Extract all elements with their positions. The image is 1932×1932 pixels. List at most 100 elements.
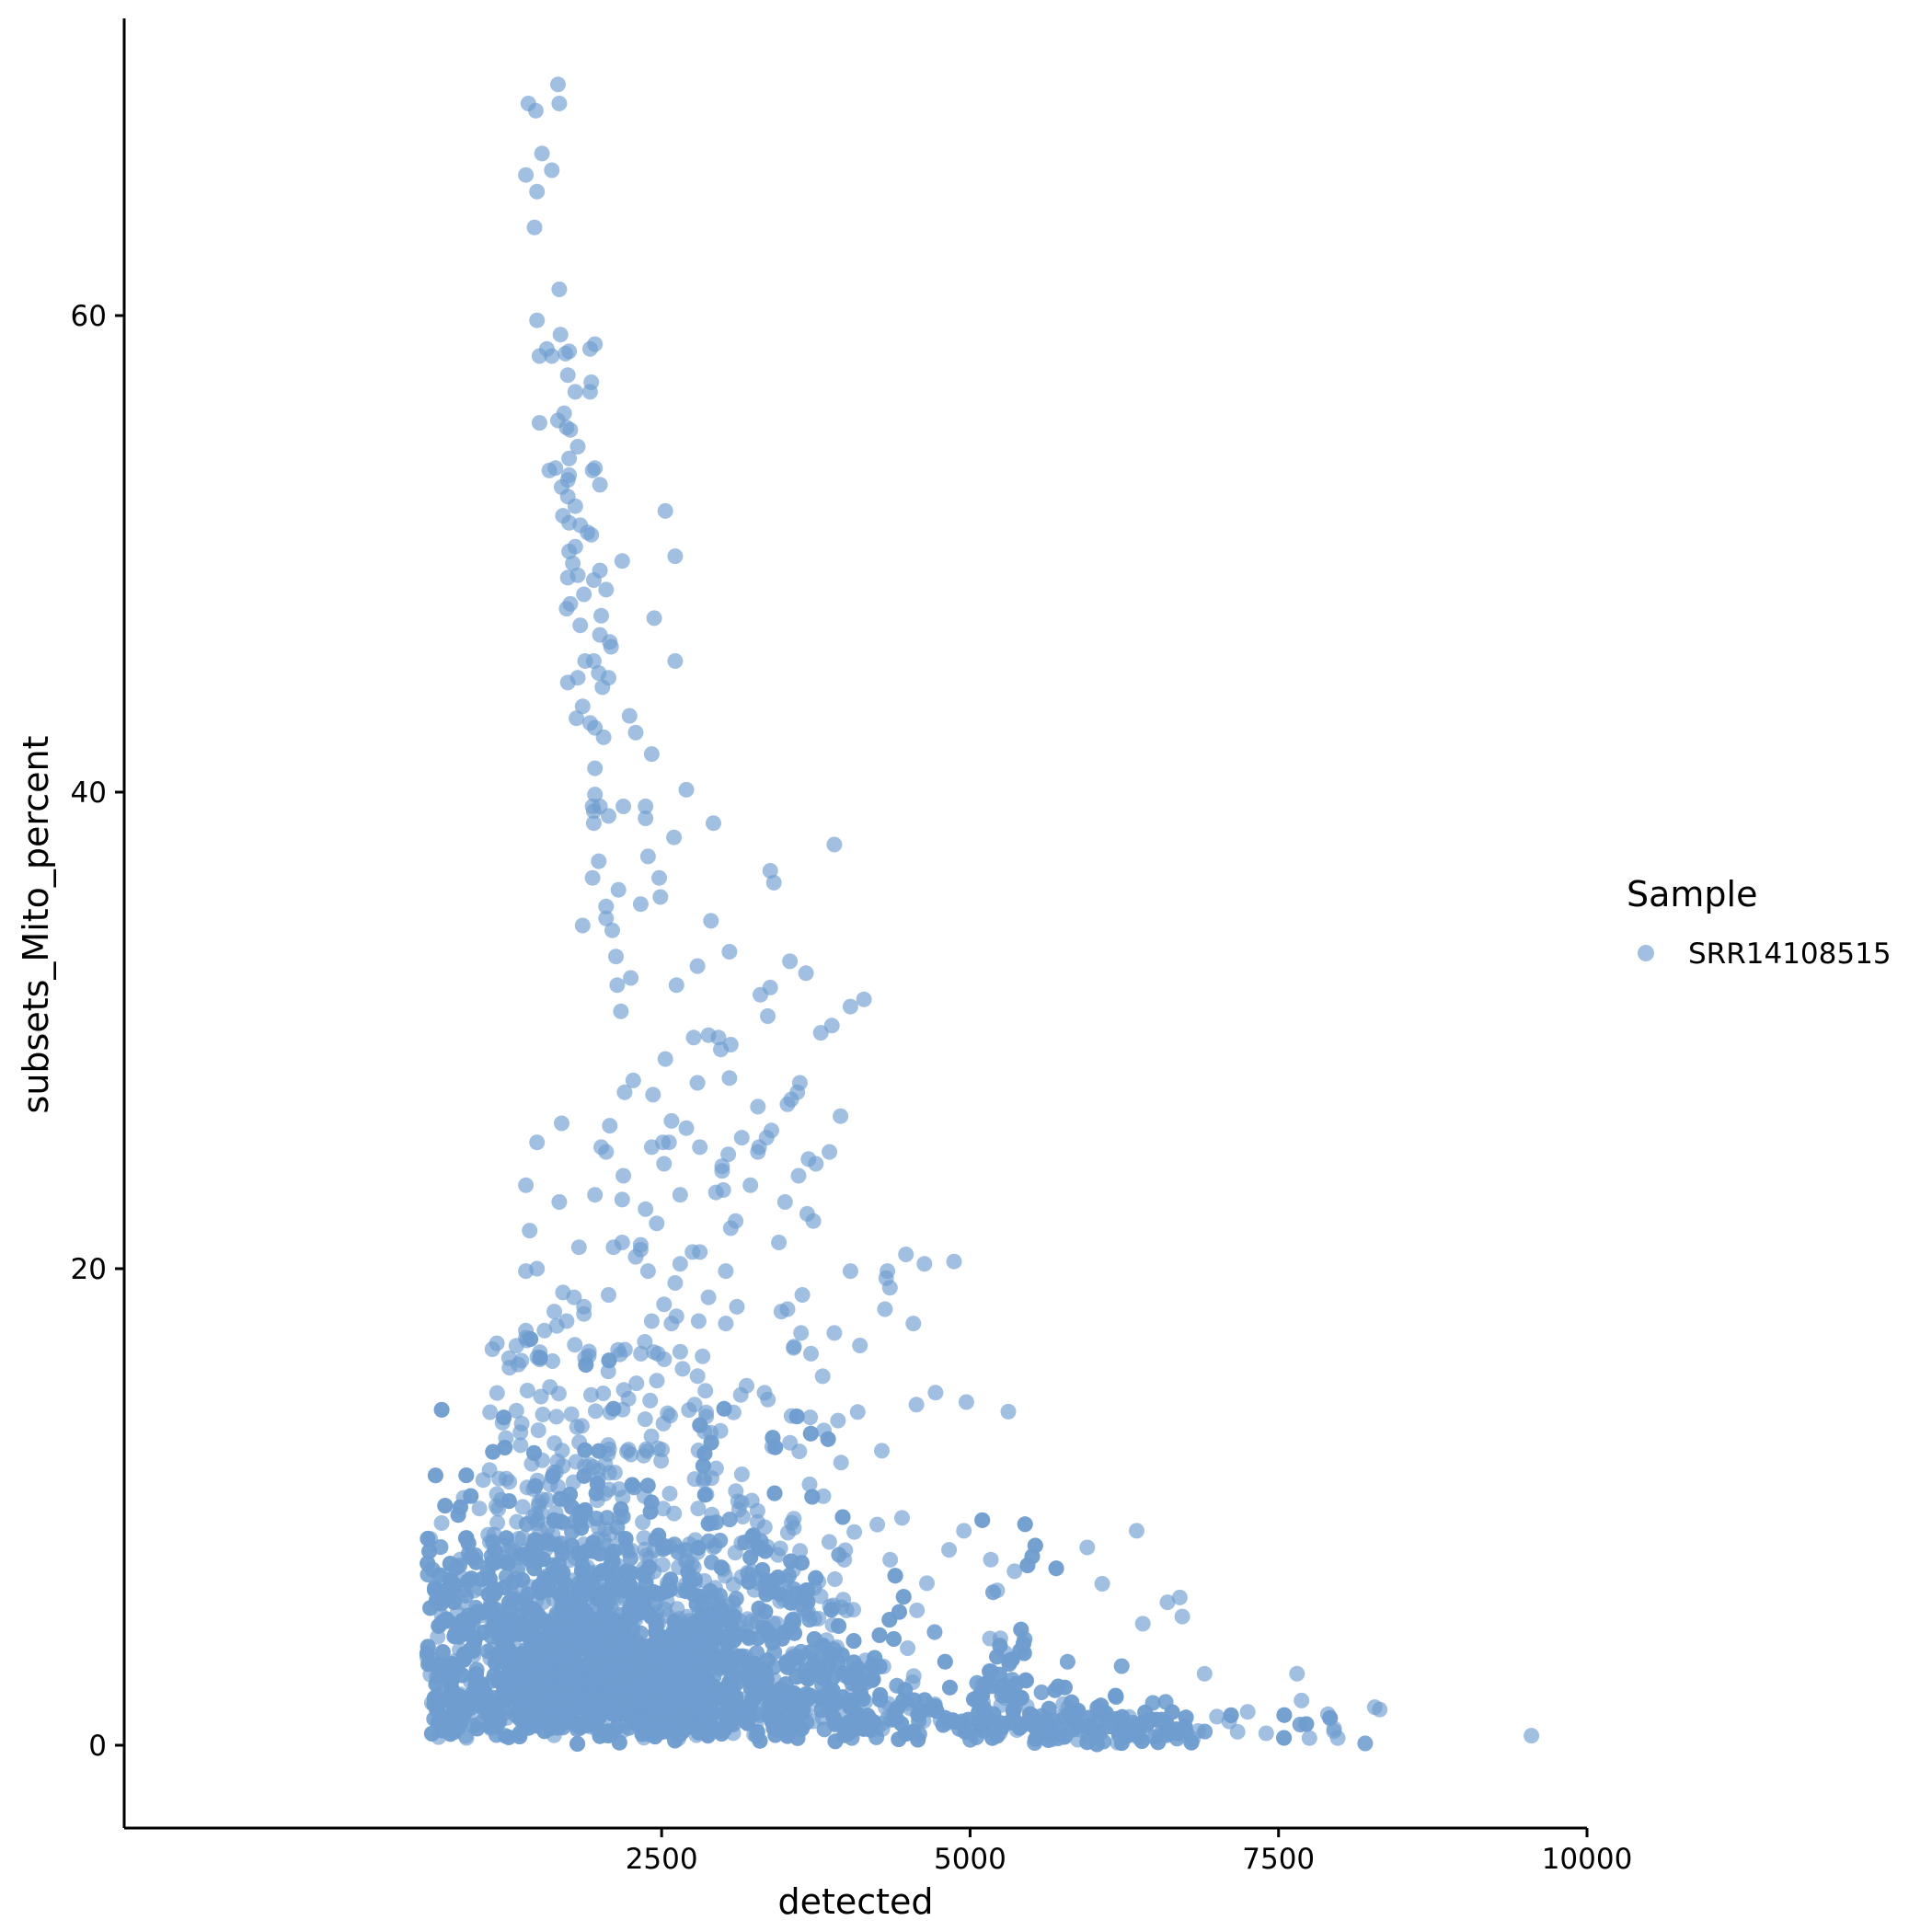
data-point bbox=[438, 1611, 454, 1627]
data-point bbox=[561, 543, 578, 559]
data-point bbox=[834, 1509, 851, 1525]
data-point bbox=[786, 1685, 802, 1701]
data-point bbox=[619, 1579, 636, 1595]
data-point bbox=[617, 1531, 634, 1547]
data-point bbox=[822, 1598, 838, 1615]
data-point bbox=[1063, 1709, 1079, 1726]
data-point bbox=[484, 1341, 500, 1357]
data-point bbox=[662, 1650, 679, 1666]
data-point bbox=[1013, 1621, 1029, 1638]
data-point bbox=[811, 1610, 827, 1627]
data-point bbox=[698, 1486, 715, 1502]
data-point bbox=[431, 1567, 448, 1583]
data-point bbox=[1229, 1723, 1246, 1740]
data-point bbox=[759, 1652, 776, 1669]
data-point bbox=[956, 1523, 972, 1539]
data-point bbox=[482, 1404, 499, 1420]
data-point bbox=[919, 1575, 935, 1592]
data-point bbox=[616, 1667, 633, 1684]
data-point bbox=[708, 1591, 725, 1607]
data-point bbox=[567, 498, 583, 514]
data-point bbox=[942, 1679, 958, 1696]
data-point bbox=[544, 162, 560, 178]
data-point bbox=[509, 1513, 525, 1530]
data-point bbox=[926, 1624, 943, 1640]
data-point bbox=[767, 1727, 784, 1743]
data-point bbox=[759, 1672, 775, 1688]
data-point bbox=[428, 1676, 444, 1693]
data-point bbox=[595, 729, 612, 745]
data-point bbox=[827, 1733, 844, 1750]
data-point bbox=[1298, 1716, 1315, 1732]
data-point bbox=[971, 1714, 987, 1731]
data-point bbox=[551, 282, 568, 297]
data-point bbox=[647, 1595, 663, 1612]
data-point bbox=[827, 1571, 843, 1587]
data-point bbox=[974, 1686, 991, 1703]
data-point bbox=[558, 1492, 574, 1509]
data-point bbox=[821, 1534, 837, 1550]
data-point bbox=[724, 1611, 741, 1627]
data-point bbox=[1258, 1725, 1274, 1742]
data-point bbox=[735, 1664, 752, 1681]
data-point bbox=[529, 183, 546, 200]
data-point bbox=[760, 1581, 776, 1598]
data-point bbox=[1524, 1728, 1540, 1744]
data-point bbox=[604, 1637, 620, 1653]
data-point bbox=[783, 1408, 799, 1424]
data-point bbox=[592, 1566, 608, 1581]
data-point bbox=[910, 1707, 926, 1723]
data-point bbox=[512, 1424, 529, 1441]
data-point bbox=[576, 1536, 592, 1553]
data-point bbox=[766, 1485, 783, 1501]
data-point bbox=[488, 1655, 504, 1672]
data-point bbox=[1012, 1689, 1029, 1706]
data-point bbox=[552, 327, 569, 343]
data-point bbox=[542, 1720, 558, 1737]
data-point bbox=[534, 145, 550, 162]
data-point bbox=[855, 1720, 871, 1737]
data-point bbox=[643, 746, 660, 763]
data-point bbox=[614, 553, 630, 569]
data-point bbox=[621, 707, 638, 724]
data-point bbox=[695, 1348, 711, 1364]
data-point bbox=[869, 1516, 886, 1533]
data-point bbox=[822, 1697, 838, 1713]
data-point bbox=[444, 1671, 461, 1687]
data-point bbox=[909, 1602, 926, 1618]
data-point bbox=[508, 1402, 524, 1419]
data-point bbox=[671, 1558, 687, 1575]
data-point bbox=[666, 1505, 683, 1522]
data-point bbox=[791, 1443, 808, 1460]
data-point bbox=[874, 1443, 890, 1459]
data-point bbox=[546, 1435, 563, 1452]
data-point bbox=[638, 1441, 654, 1457]
data-point bbox=[642, 1392, 659, 1409]
data-point bbox=[698, 1404, 715, 1420]
data-point bbox=[733, 1649, 750, 1665]
data-point bbox=[1059, 1653, 1075, 1670]
data-point bbox=[537, 1541, 554, 1558]
data-point bbox=[611, 1509, 627, 1525]
data-point bbox=[494, 1550, 511, 1567]
data-point bbox=[527, 102, 544, 119]
data-point bbox=[792, 1543, 809, 1559]
data-point bbox=[548, 1409, 565, 1425]
data-point bbox=[834, 1689, 851, 1706]
data-point bbox=[1372, 1701, 1388, 1718]
data-point bbox=[614, 1691, 630, 1708]
data-point bbox=[833, 1455, 849, 1471]
data-point bbox=[421, 1543, 438, 1559]
data-point bbox=[989, 1649, 1006, 1665]
data-point bbox=[712, 1422, 729, 1439]
data-point bbox=[587, 787, 604, 803]
data-point bbox=[524, 1650, 541, 1667]
data-point bbox=[628, 1375, 645, 1392]
data-point bbox=[850, 1707, 867, 1723]
data-point bbox=[734, 1509, 751, 1524]
data-point bbox=[1027, 1537, 1043, 1554]
data-point bbox=[572, 617, 589, 634]
data-point bbox=[886, 1631, 902, 1647]
data-point bbox=[550, 76, 566, 93]
